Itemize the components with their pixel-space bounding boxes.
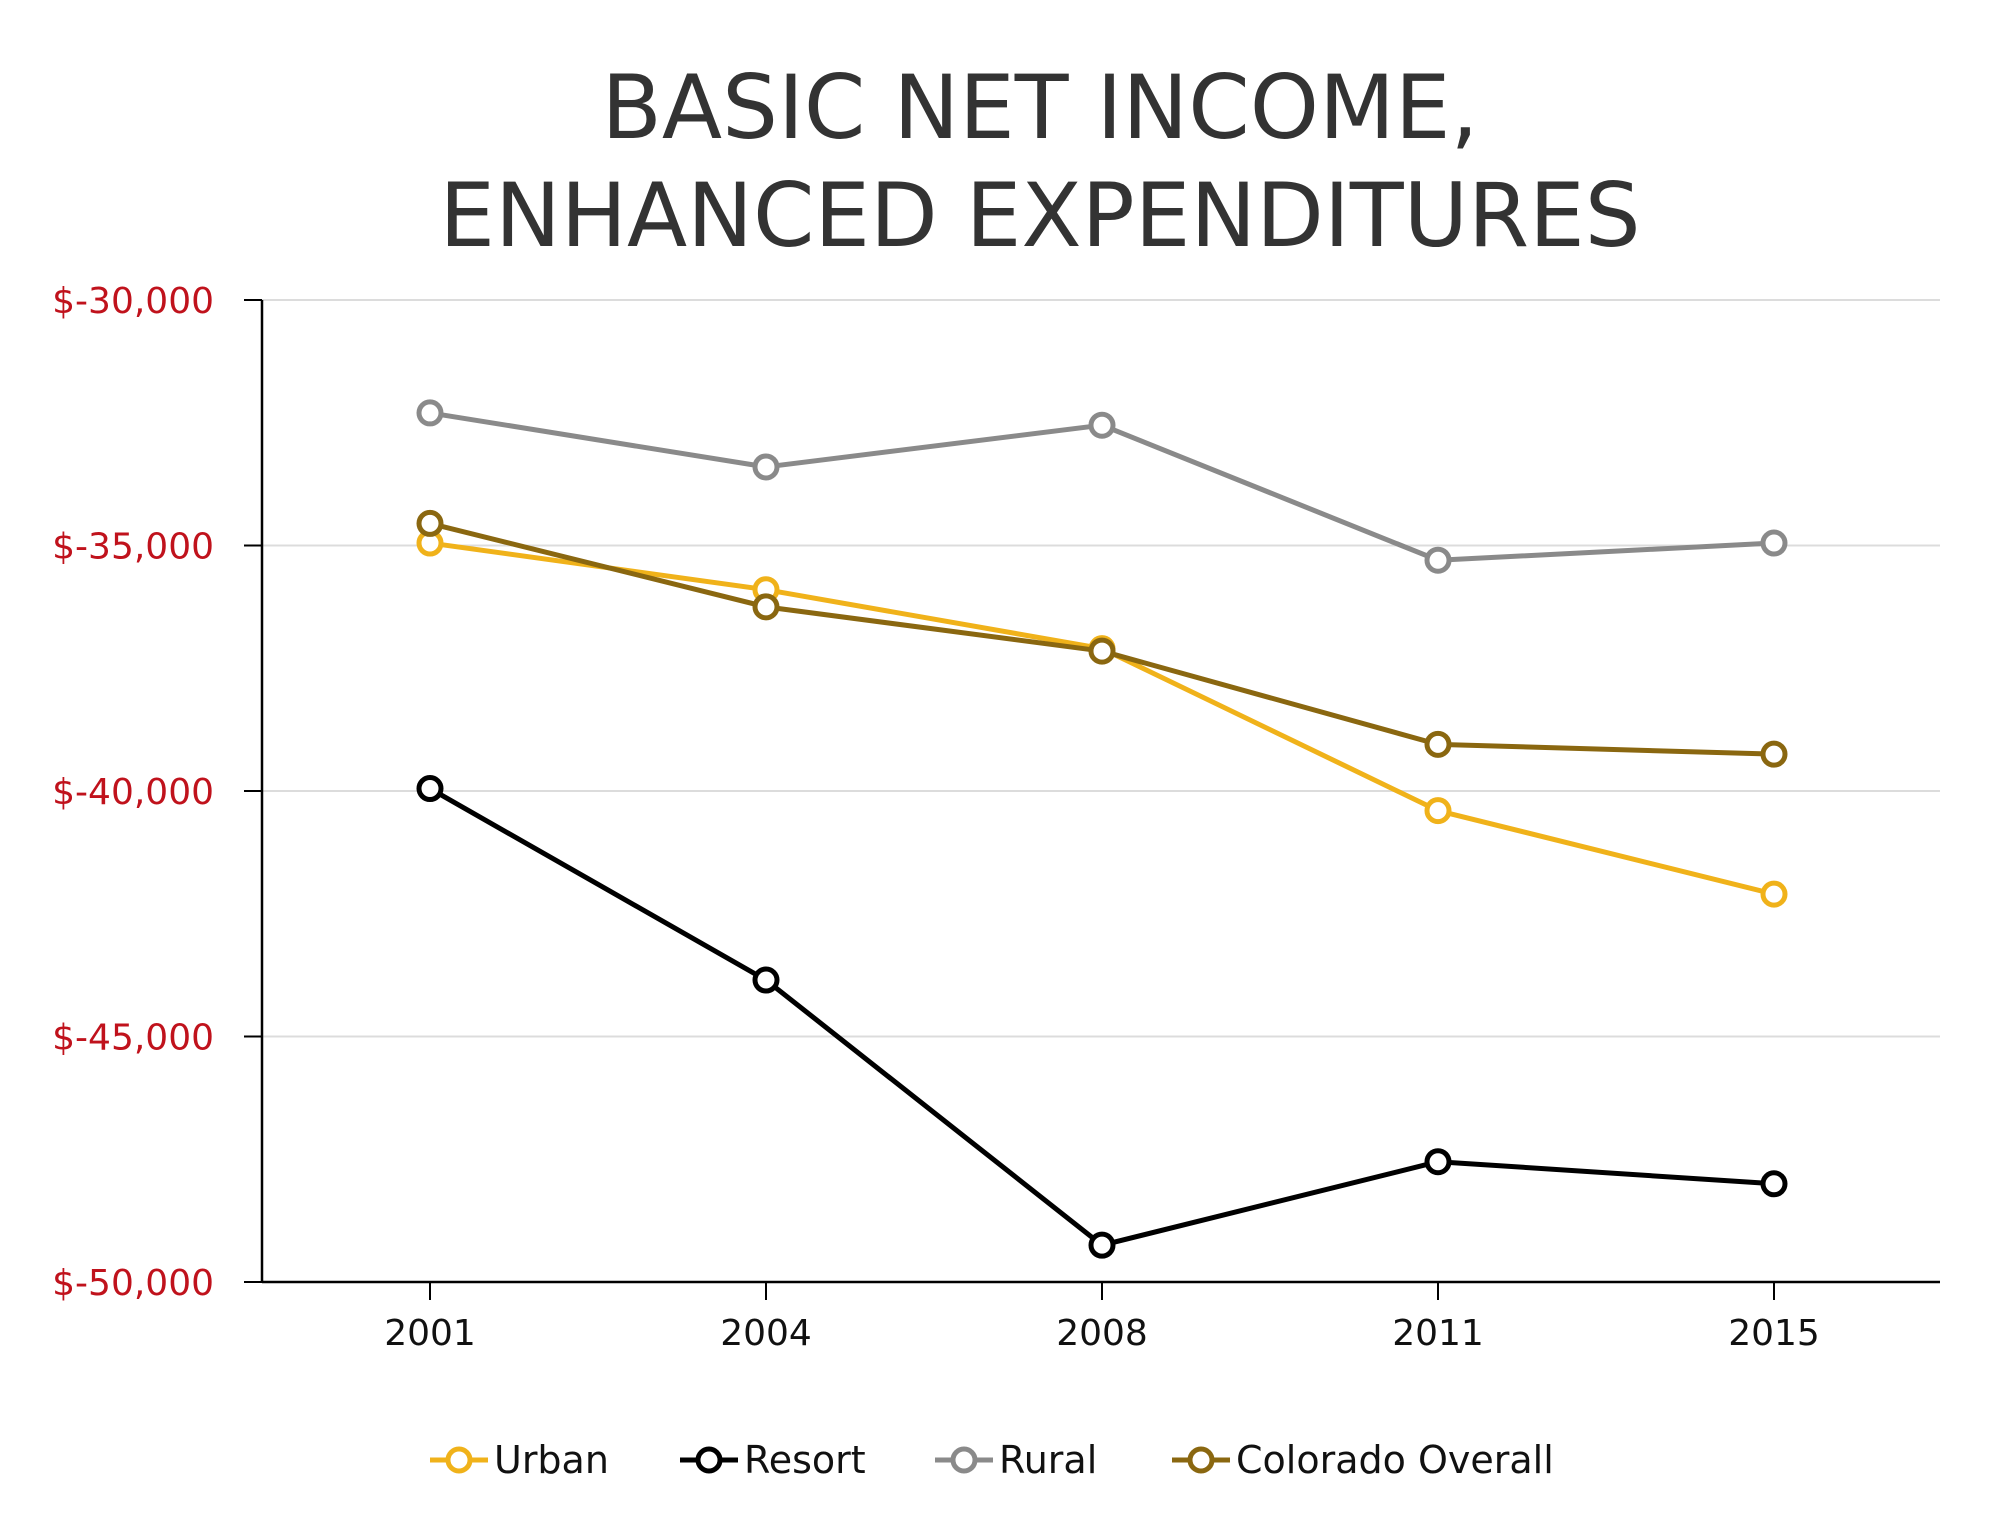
y-tick-label: $-30,000 [52,281,214,322]
legend-label: Rural [999,1438,1097,1482]
gridlines [262,299,1940,1038]
data-point [752,966,780,994]
data-point [752,593,780,621]
y-axis-ticks: $-30,000 $-35,000 $-40,000 $-45,000 $-50,000 [52,281,262,1304]
data-point [1424,1148,1452,1176]
series-line [429,540,1775,897]
legend-item: Colorado Overall [1172,1438,1554,1482]
data-point [416,775,444,803]
data-point [1760,1170,1788,1198]
data-point [1760,529,1788,557]
data-point [752,453,780,481]
legend-marker [1187,1446,1215,1474]
legend: Urban Resort Rural Colorado Overall [430,1438,1554,1482]
x-tick-label: 2001 [384,1313,476,1354]
data-point [1088,411,1116,439]
x-tick-label: 2015 [1728,1313,1820,1354]
x-tick-label: 2008 [1056,1313,1148,1354]
series-resort [416,775,1788,1259]
data-point [1088,1231,1116,1259]
data-point [416,399,444,427]
legend-label: Resort [744,1438,866,1482]
y-tick-label: $-50,000 [52,1263,214,1304]
x-tick-label: 2011 [1392,1313,1484,1354]
legend-item: Rural [935,1438,1097,1482]
legend-marker [695,1446,723,1474]
y-tick-label: $-40,000 [52,772,214,813]
series-layer [416,399,1788,1259]
x-axis-ticks: 2001 2004 2008 2011 2015 [384,1282,1820,1354]
legend-item: Urban [430,1438,609,1482]
series-colorado-overall [416,509,1788,768]
legend-label: Urban [494,1438,609,1482]
chart-title-line-1: BASIC NET INCOME, [602,56,1479,159]
data-point [416,509,444,537]
legend-label: Colorado Overall [1236,1438,1554,1482]
legend-marker [950,1446,978,1474]
legend-item: Resort [680,1438,866,1482]
data-point [1088,637,1116,665]
series-urban [416,529,1788,908]
data-point [1760,880,1788,908]
series-rural [416,399,1788,574]
data-point [1424,546,1452,574]
x-tick-label: 2004 [720,1313,812,1354]
chart-title: BASIC NET INCOME, ENHANCED EXPENDITURES [439,56,1640,267]
data-point [1424,730,1452,758]
y-tick-label: $-35,000 [52,527,214,568]
chart-title-line-2: ENHANCED EXPENDITURES [439,164,1640,267]
y-tick-label: $-45,000 [52,1018,214,1059]
legend-marker [445,1446,473,1474]
data-point [1760,740,1788,768]
data-point [1424,797,1452,825]
series-line [428,786,1775,1248]
